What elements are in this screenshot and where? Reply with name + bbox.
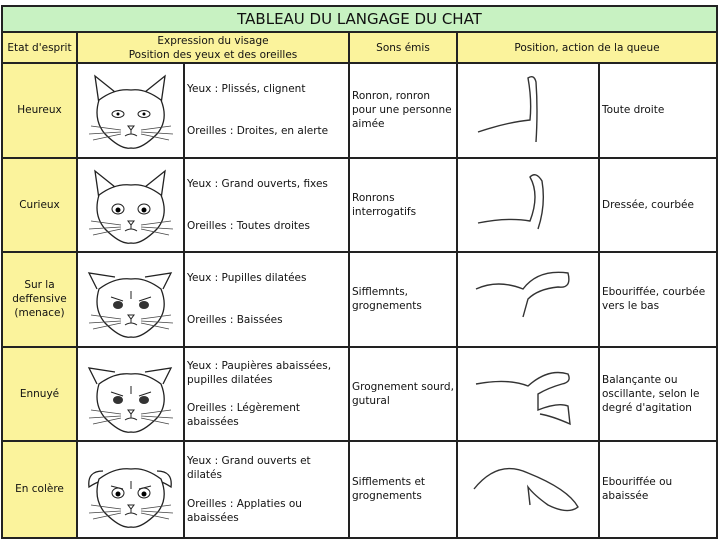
- tail-drawing-cell: [458, 64, 600, 157]
- sounds-text: Sifflemnts, grognements: [352, 286, 422, 313]
- eyes-text: Yeux : Paupières abaissées, pupilles dil…: [187, 359, 332, 386]
- cat-language-table: TABLEAU DU LANGAGE DU CHAT Etat d'esprit…: [1, 5, 718, 539]
- tail-text: Balançante ou oscillante, selon le degré…: [602, 373, 700, 414]
- ears-text: Oreilles : Légèrement abaissées: [187, 401, 300, 428]
- eyes-ears-cell: Yeux : Pupilles dilatées Oreilles : Bais…: [185, 253, 350, 346]
- sounds-text: Ronrons interrogatifs: [352, 191, 417, 218]
- table-title: TABLEAU DU LANGAGE DU CHAT: [3, 7, 716, 33]
- cat-face-icon: [88, 169, 173, 244]
- tail-drawing-cell: [458, 158, 600, 251]
- tail-text: Ebouriffée, courbée vers le bas: [602, 286, 706, 313]
- eyes-text: Yeux : Plissés, clignent: [187, 83, 306, 96]
- ears-text: Oreilles : Droites, en alerte: [187, 125, 329, 138]
- table-row: En colère Yeux : Grand ouverts et dilaté…: [3, 442, 716, 537]
- sounds-cell: Ronrons interrogatifs: [350, 158, 458, 251]
- header-row: Etat d'esprit Expression du visage Posit…: [3, 33, 716, 64]
- sounds-cell: Sifflemnts, grognements: [350, 253, 458, 346]
- sounds-text: Ronron, ronron pour une personne aimée: [352, 90, 452, 131]
- sounds-text: Sifflements et grognements: [352, 476, 426, 503]
- tail-drawing-cell: [458, 442, 600, 537]
- state-cell: Heureux: [3, 64, 78, 157]
- cat-face-icon: [87, 366, 173, 433]
- eyes-text: Yeux : Grand ouverts et dilatés: [187, 454, 311, 481]
- eyes-text: Yeux : Pupilles dilatées: [187, 272, 307, 285]
- state-label: En colère: [15, 483, 64, 496]
- eyes-text: Yeux : Grand ouverts, fixes: [187, 177, 328, 190]
- eyes-ears-cell: Yeux : Plissés, clignent Oreilles : Droi…: [185, 64, 350, 157]
- ears-text: Oreilles : Applaties ou abaissées: [187, 497, 302, 524]
- cat-face-icon: [87, 468, 173, 529]
- cat-tail-icon: [473, 468, 579, 512]
- header-state: Etat d'esprit: [3, 33, 78, 62]
- header-face-line2: Position des yeux et des oreilles: [128, 48, 298, 61]
- state-cell: Ennuyé: [3, 347, 78, 440]
- table-row: Curieux Yeux : Grand ouverts, fixes Orei…: [3, 158, 716, 253]
- tail-drawing-cell: [458, 253, 600, 346]
- state-label: Ennuyé: [19, 387, 60, 400]
- eyes-ears-cell: Yeux : Grand ouverts et dilatés Oreilles…: [185, 442, 350, 537]
- eyes-ears-cell: Yeux : Paupières abaissées, pupilles dil…: [185, 347, 350, 440]
- state-cell: Curieux: [3, 158, 78, 251]
- sounds-text: Grognement sourd, gutural: [352, 380, 454, 407]
- tail-cell: Balançante ou oscillante, selon le degré…: [600, 348, 716, 441]
- state-cell: Sur la deffensive (menace): [3, 253, 78, 346]
- face-cell: [78, 442, 185, 537]
- tail-cell: Ebouriffée, courbée vers le bas: [600, 253, 716, 346]
- tail-text: Ebouriffée ou abaissée: [602, 476, 673, 503]
- header-sounds: Sons émis: [350, 33, 458, 62]
- cat-tail-icon: [475, 271, 570, 318]
- face-cell: [78, 253, 185, 346]
- sounds-cell: Ronron, ronron pour une personne aimée: [350, 64, 458, 157]
- state-label: Curieux: [19, 198, 60, 211]
- face-cell: [78, 347, 185, 440]
- ears-text: Oreilles : Baissées: [187, 314, 283, 327]
- state-label: Sur la deffensive (menace): [12, 279, 67, 320]
- cat-face-icon: [87, 272, 173, 339]
- header-face-line1: Expression du visage: [157, 34, 269, 47]
- sounds-cell: Sifflements et grognements: [350, 442, 458, 537]
- tail-drawing-cell: [458, 347, 600, 440]
- face-cell: [78, 158, 185, 251]
- tail-text: Dressée, courbée: [602, 198, 694, 211]
- tail-cell: Toute droite: [600, 64, 716, 157]
- sounds-cell: Grognement sourd, gutural: [350, 347, 458, 440]
- tail-cell: Dressée, courbée: [600, 159, 716, 252]
- face-cell: [78, 64, 185, 157]
- cat-tail-icon: [475, 371, 571, 425]
- cat-tail-icon: [477, 76, 538, 143]
- header-tail: Position, action de la queue: [514, 41, 660, 54]
- table-row: Heureux Yeux : Plissés, clignent Oreille…: [3, 64, 716, 159]
- cat-tail-icon: [477, 173, 545, 229]
- header-face: Expression du visage Position des yeux e…: [78, 33, 350, 62]
- table-row: Sur la deffensive (menace) Yeux : Pupill…: [3, 253, 716, 348]
- tail-text: Toute droite: [602, 104, 665, 117]
- ears-text: Oreilles : Toutes droites: [187, 219, 310, 232]
- tail-cell: Ebouriffée ou abaissée: [600, 442, 716, 537]
- table-row: Ennuyé Yeux : Paupières abaissées, pupil…: [3, 347, 716, 442]
- eyes-ears-cell: Yeux : Grand ouverts, fixes Oreilles : T…: [185, 158, 350, 251]
- cat-face-icon: [88, 74, 173, 150]
- state-label: Heureux: [17, 104, 62, 117]
- state-cell: En colère: [3, 442, 78, 537]
